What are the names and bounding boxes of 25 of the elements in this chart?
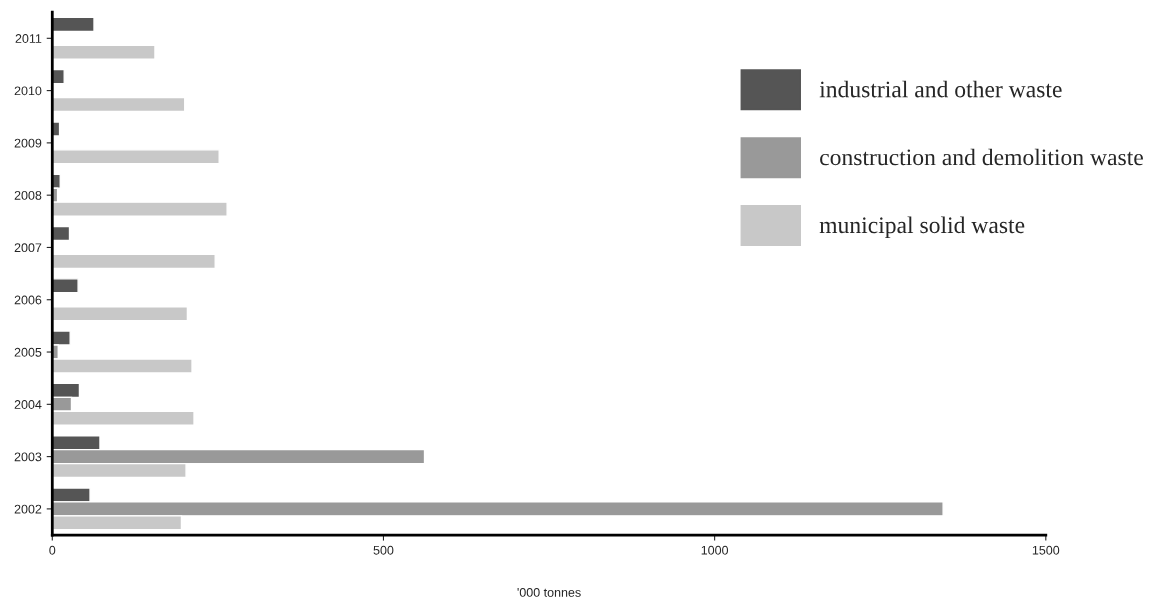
x-tick-label: 1500 xyxy=(1032,545,1060,555)
y-tick-label: 2004 xyxy=(14,400,42,409)
x-tick-label: 500 xyxy=(373,545,394,555)
y-tick-label: 2002 xyxy=(14,504,42,514)
y-tick-label: 2007 xyxy=(14,243,42,253)
bar xyxy=(52,306,189,322)
bar xyxy=(52,16,95,33)
bar xyxy=(52,253,216,270)
bar xyxy=(52,96,186,113)
y-tick-label: 2009 xyxy=(14,138,42,148)
y-tick-label: 2005 xyxy=(14,347,42,357)
legend-label: construction and demolition waste xyxy=(820,148,1143,166)
x-tick-label: 1000 xyxy=(701,545,729,555)
legend-label: municipal solid waste xyxy=(819,216,1025,238)
y-tick-label: 2003 xyxy=(14,452,42,462)
y-tick-label: 2011 xyxy=(15,34,42,43)
legend-label: industrial and other waste xyxy=(819,80,1062,98)
x-tick-label: 0 xyxy=(49,545,56,555)
y-tick-label: 2010 xyxy=(14,86,42,96)
y-tick-label: 2008 xyxy=(14,190,42,200)
bar xyxy=(52,149,220,165)
bar xyxy=(52,278,79,294)
x-axis-title: '000 tonnes xyxy=(517,587,581,597)
bar xyxy=(52,44,156,60)
y-tick-label: 2006 xyxy=(14,295,42,305)
